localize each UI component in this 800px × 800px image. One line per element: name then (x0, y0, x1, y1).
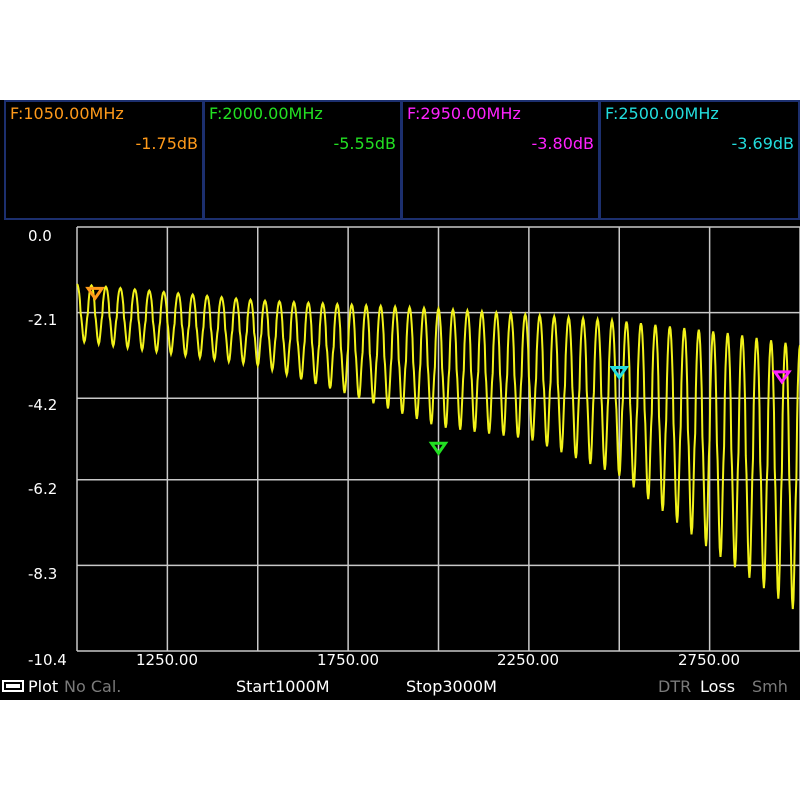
marker-1-panel[interactable]: F:1050.00MHz -1.75dB (4, 100, 204, 220)
marker-4-value: -3.69dB (731, 134, 794, 153)
y-tick-label: -10.4 (28, 651, 67, 669)
loss-plot[interactable] (0, 100, 800, 700)
battery-icon (2, 680, 24, 692)
x-tick-label: 2250.00 (496, 651, 560, 669)
start-frequency[interactable]: Start1000M (236, 677, 330, 696)
y-tick-label: -6.2 (28, 480, 58, 498)
y-tick-label: -8.3 (28, 565, 58, 583)
y-tick-label: 0.0 (28, 227, 52, 245)
marker-1-frequency: F:1050.00MHz (10, 104, 124, 123)
marker-3-frequency: F:2950.00MHz (407, 104, 521, 123)
x-tick-label: 1750.00 (316, 651, 380, 669)
marker-3-value: -3.80dB (531, 134, 594, 153)
smith-mode-button[interactable]: Smh (752, 677, 788, 696)
marker-4-icon (609, 365, 630, 381)
plot-mode-button[interactable]: Plot (28, 677, 59, 696)
trace-line (76, 283, 800, 610)
marker-3-icon (772, 370, 792, 385)
calibration-status: No Cal. (64, 677, 122, 696)
marker-2-icon (428, 441, 449, 456)
marker-1-value: -1.75dB (135, 134, 198, 153)
marker-4-frequency: F:2500.00MHz (605, 104, 719, 123)
loss-mode-button[interactable]: Loss (700, 677, 736, 696)
marker-2-frequency: F:2000.00MHz (209, 104, 323, 123)
y-tick-label: -4.2 (28, 396, 58, 414)
dtr-status: DTR (658, 677, 692, 696)
x-tick-label: 1250.00 (135, 651, 199, 669)
marker-1-icon (85, 286, 105, 301)
marker-2-value: -5.55dB (333, 134, 396, 153)
stop-frequency[interactable]: Stop3000M (406, 677, 497, 696)
marker-4-panel[interactable]: F:2500.00MHz -3.69dB (599, 100, 800, 220)
analyzer-screen: F:1050.00MHz -1.75dB F:2000.00MHz -5.55d… (0, 100, 800, 700)
y-tick-label: -2.1 (28, 311, 58, 329)
x-tick-label: 2750.00 (677, 651, 741, 669)
